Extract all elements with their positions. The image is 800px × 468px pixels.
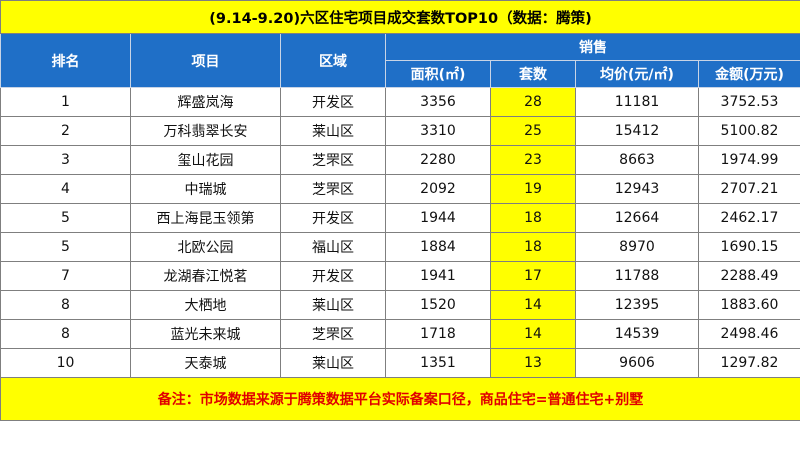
cell-area: 2280 bbox=[385, 145, 491, 175]
cell-project: 龙湖春江悦茗 bbox=[130, 261, 281, 291]
cell-avg-price: 14539 bbox=[575, 319, 699, 349]
cell-district: 芝罘区 bbox=[280, 319, 386, 349]
cell-units: 18 bbox=[490, 232, 576, 262]
cell-project: 天泰城 bbox=[130, 348, 281, 378]
cell-rank: 8 bbox=[0, 290, 131, 320]
cell-district: 莱山区 bbox=[280, 348, 386, 378]
cell-avg-price: 8663 bbox=[575, 145, 699, 175]
cell-rank: 2 bbox=[0, 116, 131, 146]
cell-area: 1944 bbox=[385, 203, 491, 233]
cell-district: 福山区 bbox=[280, 232, 386, 262]
cell-rank: 3 bbox=[0, 145, 131, 175]
table-row: 5 北欧公园 福山区 1884 18 8970 1690.15 bbox=[0, 232, 800, 262]
cell-area: 1884 bbox=[385, 232, 491, 262]
cell-rank: 10 bbox=[0, 348, 131, 378]
cell-amount: 1883.60 bbox=[697, 290, 800, 320]
cell-amount: 1974.99 bbox=[697, 145, 800, 175]
cell-rank: 5 bbox=[0, 232, 131, 262]
header-avg-price: 均价(元/㎡) bbox=[575, 60, 699, 88]
cell-amount: 2707.21 bbox=[697, 174, 800, 204]
ranking-table: (9.14-9.20)六区住宅项目成交套数TOP10（数据：腾策) 排名 项目 … bbox=[0, 0, 800, 421]
table-row: 3 玺山花园 芝罘区 2280 23 8663 1974.99 bbox=[0, 145, 800, 175]
header-district: 区域 bbox=[280, 33, 386, 88]
title-row: (9.14-9.20)六区住宅项目成交套数TOP10（数据：腾策) bbox=[0, 0, 800, 34]
table-row: 4 中瑞城 芝罘区 2092 19 12943 2707.21 bbox=[0, 174, 800, 204]
cell-rank: 5 bbox=[0, 203, 131, 233]
cell-project: 玺山花园 bbox=[130, 145, 281, 175]
table-row: 1 辉盛岚海 开发区 3356 28 11181 3752.53 bbox=[0, 87, 800, 117]
footer-note: 备注：市场数据来源于腾策数据平台实际备案口径，商品住宅=普通住宅+别墅 bbox=[0, 377, 800, 421]
footer-row: 备注：市场数据来源于腾策数据平台实际备案口径，商品住宅=普通住宅+别墅 bbox=[0, 377, 800, 421]
table-title: (9.14-9.20)六区住宅项目成交套数TOP10（数据：腾策) bbox=[0, 0, 800, 34]
cell-district: 开发区 bbox=[280, 261, 386, 291]
cell-area: 1941 bbox=[385, 261, 491, 291]
cell-units: 19 bbox=[490, 174, 576, 204]
header-area: 面积(㎡) bbox=[385, 60, 491, 88]
header-units: 套数 bbox=[490, 60, 576, 88]
cell-units: 14 bbox=[490, 319, 576, 349]
cell-units: 14 bbox=[490, 290, 576, 320]
table-row: 8 蓝光未来城 芝罘区 1718 14 14539 2498.46 bbox=[0, 319, 800, 349]
cell-avg-price: 8970 bbox=[575, 232, 699, 262]
cell-district: 莱山区 bbox=[280, 290, 386, 320]
cell-avg-price: 11181 bbox=[575, 87, 699, 117]
cell-amount: 1297.82 bbox=[697, 348, 800, 378]
table-row: 8 大栖地 莱山区 1520 14 12395 1883.60 bbox=[0, 290, 800, 320]
cell-rank: 1 bbox=[0, 87, 131, 117]
cell-area: 1520 bbox=[385, 290, 491, 320]
cell-rank: 4 bbox=[0, 174, 131, 204]
cell-units: 13 bbox=[490, 348, 576, 378]
cell-units: 18 bbox=[490, 203, 576, 233]
cell-district: 开发区 bbox=[280, 87, 386, 117]
cell-project: 大栖地 bbox=[130, 290, 281, 320]
cell-district: 开发区 bbox=[280, 203, 386, 233]
cell-project: 北欧公园 bbox=[130, 232, 281, 262]
cell-project: 辉盛岚海 bbox=[130, 87, 281, 117]
cell-area: 2092 bbox=[385, 174, 491, 204]
cell-rank: 8 bbox=[0, 319, 131, 349]
header-row-1: 排名 项目 区域 销售 bbox=[0, 33, 800, 88]
header-row-2: 面积(㎡) 套数 均价(元/㎡) 金额(万元) bbox=[1, 60, 800, 88]
cell-project: 西上海昆玉领第 bbox=[130, 203, 281, 233]
header-amount: 金额(万元) bbox=[697, 60, 800, 88]
cell-units: 28 bbox=[490, 87, 576, 117]
cell-amount: 2288.49 bbox=[697, 261, 800, 291]
cell-amount: 2498.46 bbox=[697, 319, 800, 349]
cell-district: 芝罘区 bbox=[280, 145, 386, 175]
cell-amount: 5100.82 bbox=[697, 116, 800, 146]
cell-units: 23 bbox=[490, 145, 576, 175]
cell-project: 万科翡翠长安 bbox=[130, 116, 281, 146]
cell-avg-price: 12395 bbox=[575, 290, 699, 320]
header-sales-group: 销售 bbox=[384, 33, 800, 61]
table-row: 10 天泰城 莱山区 1351 13 9606 1297.82 bbox=[0, 348, 800, 378]
header-rank: 排名 bbox=[0, 33, 131, 88]
header-project: 项目 bbox=[130, 33, 281, 88]
cell-avg-price: 12943 bbox=[575, 174, 699, 204]
cell-amount: 1690.15 bbox=[697, 232, 800, 262]
table-row: 2 万科翡翠长安 莱山区 3310 25 15412 5100.82 bbox=[0, 116, 800, 146]
cell-rank: 7 bbox=[0, 261, 131, 291]
cell-district: 莱山区 bbox=[280, 116, 386, 146]
table-row: 5 西上海昆玉领第 开发区 1944 18 12664 2462.17 bbox=[0, 203, 800, 233]
cell-avg-price: 12664 bbox=[575, 203, 699, 233]
cell-units: 17 bbox=[490, 261, 576, 291]
cell-units: 25 bbox=[490, 116, 576, 146]
cell-amount: 2462.17 bbox=[697, 203, 800, 233]
cell-area: 3356 bbox=[385, 87, 491, 117]
cell-project: 中瑞城 bbox=[130, 174, 281, 204]
cell-project: 蓝光未来城 bbox=[130, 319, 281, 349]
cell-avg-price: 11788 bbox=[575, 261, 699, 291]
cell-area: 1351 bbox=[385, 348, 491, 378]
cell-avg-price: 9606 bbox=[575, 348, 699, 378]
cell-area: 1718 bbox=[385, 319, 491, 349]
cell-avg-price: 15412 bbox=[575, 116, 699, 146]
table-row: 7 龙湖春江悦茗 开发区 1941 17 11788 2288.49 bbox=[0, 261, 800, 291]
cell-amount: 3752.53 bbox=[697, 87, 800, 117]
cell-district: 芝罘区 bbox=[280, 174, 386, 204]
cell-area: 3310 bbox=[385, 116, 491, 146]
